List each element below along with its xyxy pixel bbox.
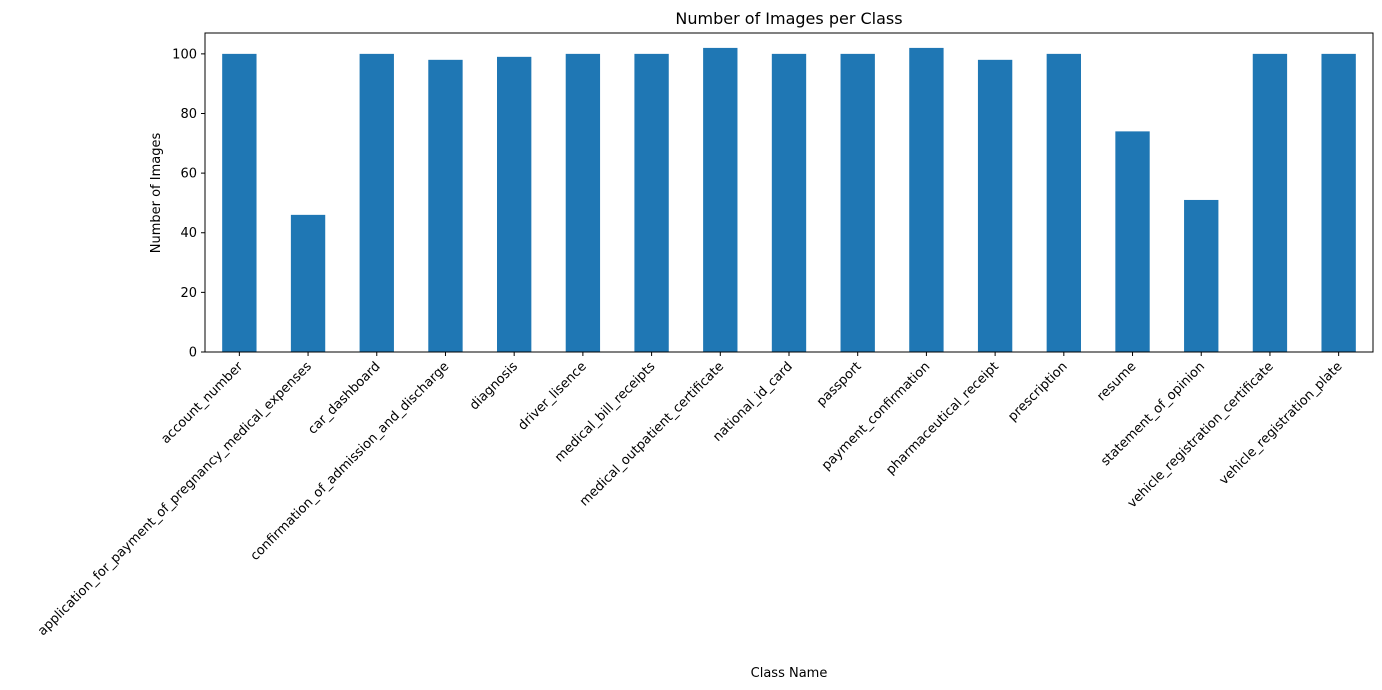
x-tick-label: car_dashboard (305, 359, 383, 437)
y-tick-label: 0 (189, 346, 197, 361)
y-axis-label: Number of Images (149, 133, 164, 254)
x-tick-label: vehicle_registration_certificate (1125, 359, 1277, 511)
x-tick-label: application_for_payment_of_pregnancy_med… (35, 359, 315, 639)
bar-car-dashboard (359, 53, 394, 353)
y-tick-label: 80 (180, 107, 197, 122)
chart-title: Number of Images per Class (675, 9, 902, 28)
x-tick-label: resume (1094, 359, 1139, 404)
x-tick-label: pharmaceutical_receipt (883, 359, 1002, 478)
x-axis: account_numberapplication_for_payment_of… (35, 352, 1345, 639)
bar-resume (1115, 131, 1150, 352)
bar-pharmaceutical-receipt (977, 59, 1013, 352)
x-tick-label: vehicle_registration_plate (1217, 359, 1346, 488)
bar-driver-lisence (565, 53, 601, 353)
bar-vehicle-registration-certificate (1252, 53, 1288, 353)
y-tick-label: 40 (180, 226, 197, 241)
bar-passport (840, 53, 875, 353)
bar-statement-of-opinion (1184, 199, 1219, 352)
x-tick-label: prescription (1005, 359, 1070, 424)
bar-confirmation-of-admission-and-discharge (428, 59, 463, 352)
bars-group (222, 47, 1356, 353)
y-tick-label: 100 (172, 47, 197, 62)
y-axis: 0 20 40 60 80 100 (172, 47, 205, 361)
x-axis-label: Class Name (751, 666, 828, 681)
bar-medical-outpatient-certificate (703, 47, 738, 352)
bar-vehicle-registration-plate (1321, 53, 1356, 353)
y-tick-label: 20 (180, 286, 197, 301)
bar-medical-bill-receipts (634, 53, 669, 353)
bar-prescription (1046, 53, 1081, 353)
bar-payment-confirmation (909, 47, 944, 352)
x-tick-label: passport (814, 359, 865, 410)
y-tick-label: 60 (180, 167, 197, 182)
x-tick-label: diagnosis (467, 359, 521, 413)
bar-diagnosis (497, 56, 532, 352)
bar-account-number (222, 53, 257, 353)
x-tick-label: driver_lisence (515, 359, 589, 433)
x-tick-label: medical_outpatient_certificate (577, 359, 727, 509)
bar-application-for-payment-of-pregnancy-medical-expenses (290, 214, 326, 352)
plot-frame (204, 32, 1374, 353)
bar-national-id-card (771, 53, 807, 353)
